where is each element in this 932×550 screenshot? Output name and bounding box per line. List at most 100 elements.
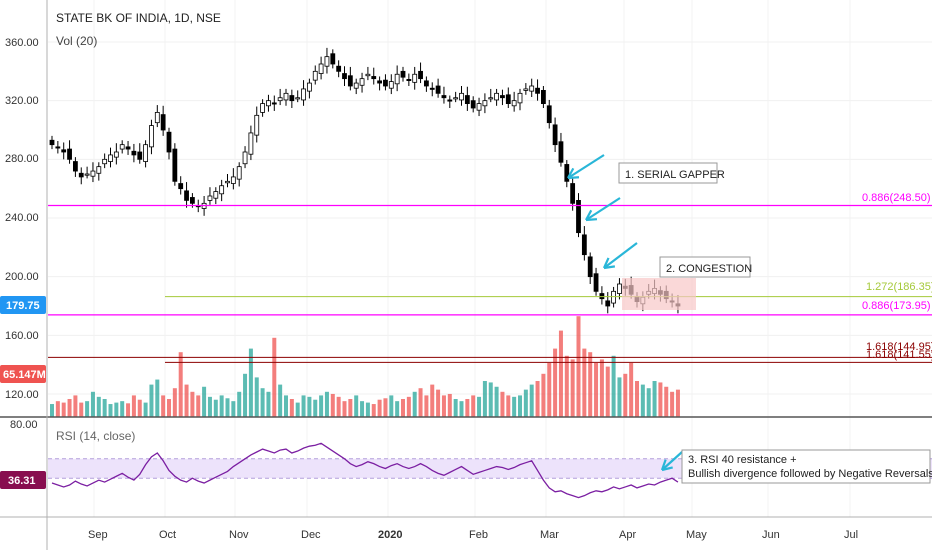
congestion-zone — [622, 278, 696, 310]
volume-bar — [102, 399, 107, 417]
fib-label-0886-upper: 0.886(248.50) — [862, 192, 931, 204]
volume-bar — [535, 381, 540, 417]
time-label: 2020 — [378, 529, 402, 541]
time-label: Nov — [229, 529, 249, 541]
candle-body — [617, 283, 622, 294]
candle-body — [500, 95, 505, 99]
time-label: May — [686, 529, 707, 541]
candle-body — [342, 73, 347, 80]
candle-body — [371, 76, 377, 80]
volume-bar — [576, 316, 581, 417]
volume-bar — [73, 395, 78, 417]
price-tick: 240.00 — [5, 212, 39, 224]
candle-body — [189, 197, 195, 204]
candle-body — [84, 173, 90, 176]
last-price-badge: 179.75 — [6, 300, 40, 312]
price-tick: 120.00 — [5, 389, 39, 401]
volume-bar — [652, 381, 657, 417]
volume-bar — [61, 402, 66, 417]
annotations — [567, 154, 683, 472]
candlesticks — [49, 47, 681, 314]
volume-bar — [248, 348, 253, 417]
candle-body — [517, 92, 523, 104]
volume-bar — [395, 401, 400, 417]
candle-body — [459, 92, 464, 101]
volume-bar — [313, 399, 318, 417]
volume-bar — [541, 373, 546, 417]
volume-bars — [50, 316, 680, 417]
candle-body — [558, 141, 564, 163]
candle-body — [377, 80, 383, 84]
volume-bar — [617, 377, 622, 417]
volume-bar — [365, 402, 370, 417]
price-tick: 200.00 — [5, 271, 39, 283]
time-label: Jun — [762, 529, 780, 541]
candle-body — [131, 150, 137, 156]
volume-bar — [453, 399, 458, 417]
candle-body — [570, 183, 576, 204]
volume-bar — [108, 404, 113, 417]
volume-bar — [424, 395, 429, 417]
candle-body — [207, 195, 213, 201]
volume-bar — [670, 391, 675, 417]
annotation-arrowhead — [660, 459, 667, 471]
volume-bar — [213, 399, 218, 417]
volume-bar — [406, 396, 411, 417]
candle-body — [96, 166, 102, 174]
candle-body — [447, 99, 453, 102]
annotation-arrowhead — [567, 176, 580, 180]
candle-body — [383, 79, 388, 87]
volume-bar — [272, 337, 277, 417]
candle-body — [330, 53, 336, 65]
volume-bar — [167, 399, 171, 417]
volume-bar — [202, 386, 207, 417]
rsi-label: RSI (14, close) — [56, 429, 135, 443]
volume-bar — [582, 348, 587, 417]
volume-bar — [96, 396, 101, 417]
volume-bar — [436, 389, 441, 417]
annotation-arrow — [661, 451, 683, 471]
volume-bar — [447, 393, 452, 417]
volume-bar — [243, 373, 248, 417]
candle-body — [587, 256, 593, 278]
rsi-note-box[interactable] — [681, 449, 931, 484]
volume-bar — [564, 355, 569, 417]
volume-bar — [377, 399, 382, 417]
volume-bar — [629, 363, 634, 417]
rsi-tick: 80.00 — [10, 419, 38, 431]
time-label: Jul — [844, 529, 858, 541]
candle-body — [488, 97, 494, 100]
volume-bar — [523, 389, 528, 417]
annotation-arrowhead — [603, 265, 616, 270]
volume-badge: 65.147M — [3, 369, 46, 381]
volume-bar — [266, 391, 271, 417]
serial-gapper-box[interactable] — [618, 162, 718, 184]
last-price-badge-bg — [0, 296, 46, 314]
candle-body — [494, 92, 500, 101]
candle-body — [219, 185, 225, 195]
candle-body — [605, 300, 611, 307]
candle-body — [113, 151, 119, 158]
volume-bar — [599, 359, 604, 417]
candle-body — [359, 78, 365, 86]
volume-bar — [79, 402, 84, 417]
candle-body — [441, 95, 447, 99]
candle-body — [277, 97, 283, 102]
rsi-badge-bg — [0, 471, 46, 489]
candle-body — [271, 102, 277, 105]
volume-bar — [664, 386, 669, 417]
candle-body — [248, 132, 254, 155]
volume-bar — [143, 402, 148, 417]
volume-bar — [254, 377, 259, 417]
candle-body — [125, 146, 131, 150]
annotation-arrowhead — [585, 209, 593, 221]
candle-body — [318, 63, 324, 74]
volume-bar — [161, 395, 166, 417]
volume-bar — [646, 388, 651, 417]
candle-body — [149, 125, 154, 148]
congestion-box[interactable] — [659, 256, 751, 278]
volume-bar — [196, 395, 201, 417]
fib-label-1618-b: 1.618(141.55) — [866, 349, 932, 361]
volume-bar — [494, 386, 499, 417]
